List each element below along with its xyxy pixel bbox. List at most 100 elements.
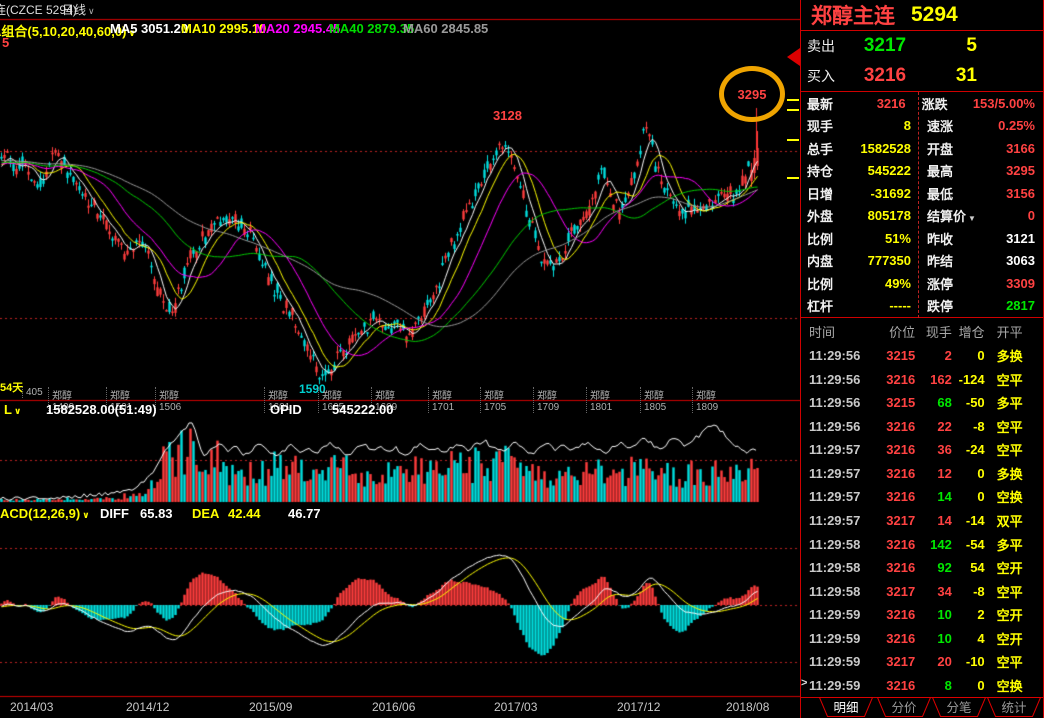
contract-strip-label: 郑醇1605	[318, 387, 344, 413]
macd-indicator-dropdown[interactable]: ACD(12,26,9) ∨	[0, 506, 90, 521]
tick-volume: 14	[937, 489, 952, 505]
tick-price: 3216	[886, 371, 916, 387]
chevron-down-icon: ∨	[88, 6, 95, 16]
settlement-dropdown-icon[interactable]: ▼	[968, 214, 976, 224]
tick-time: 11:29:57	[809, 489, 861, 505]
dea-label: DEA	[192, 506, 220, 521]
stats-divider	[918, 92, 919, 318]
tick-time: 11:29:56	[809, 418, 861, 434]
stat-row: 持仓 545222 最高 3295	[801, 160, 1043, 183]
tick-row: 11:29:57 3216 36 -24 空平	[801, 438, 1043, 462]
tick-row: 11:29:59 3217 20 -10 空平	[801, 650, 1043, 674]
diff-value: 65.83	[140, 506, 173, 521]
tick-row: 11:29:57 3217 14 -14 双平	[801, 509, 1043, 533]
stat-value: 3166	[1006, 140, 1035, 156]
ma-value-ma60: MA60 2845.85	[403, 21, 489, 36]
volume-indicator-dropdown[interactable]: L ∨	[4, 402, 22, 417]
clipped-price-label: 5	[2, 35, 10, 50]
stat-value: 545222	[867, 163, 911, 179]
contract-strip-label: 郑醇1809	[692, 387, 718, 413]
ticks-column-header: 时间	[809, 325, 836, 340]
stat-label: 最高	[927, 164, 954, 180]
tick-open-close-flag: 多平	[996, 537, 1023, 553]
tick-price: 3217	[886, 654, 916, 670]
tick-row: 11:29:56 3216 22 -8 空平	[801, 415, 1043, 439]
ticks-column-header: 开平	[996, 325, 1023, 340]
tick-volume: 20	[937, 654, 952, 670]
ask-price: 3217	[863, 35, 907, 56]
tick-time: 11:29:57	[809, 465, 861, 481]
stat-value: -----	[889, 298, 911, 314]
tick-price: 3216	[886, 560, 916, 576]
tab-label[interactable]: 统计	[1001, 701, 1026, 715]
stat-value: 3216	[876, 95, 906, 111]
stat-value: 3295	[1006, 163, 1035, 179]
tab-label[interactable]: 明细	[833, 701, 858, 715]
ask-qty: 5	[966, 35, 977, 56]
tab-分笔[interactable]	[931, 697, 987, 717]
stat-value: 153/5.00%	[972, 95, 1035, 111]
stat-row: 现手 8 速涨 0.25%	[801, 115, 1043, 138]
stat-label: 比例	[807, 276, 834, 292]
ticks-column-header: 价位	[889, 325, 916, 340]
tick-volume: 34	[937, 583, 952, 599]
ma-value-ma40: MA40 2879.35	[329, 21, 415, 36]
tick-volume: 10	[937, 630, 952, 646]
tab-统计[interactable]	[986, 697, 1042, 717]
tick-row: 11:29:59 3216 10 2 空开	[801, 603, 1043, 627]
contract-strip-label: 405	[22, 387, 43, 398]
stat-label: 速涨	[927, 119, 954, 135]
stat-row: 日增 -31692 最低 3156	[801, 182, 1043, 205]
tick-price: 3217	[886, 512, 916, 528]
tick-oi-change: -54	[965, 536, 985, 552]
contract-strip-label: 郑醇1805	[640, 387, 666, 413]
period-selector[interactable]: 日线 ∨	[62, 3, 95, 17]
stat-label: 最新	[807, 96, 834, 112]
tick-price: 3216	[886, 677, 916, 693]
stat-value: 49%	[884, 275, 911, 291]
stat-value: 1582528	[860, 140, 911, 156]
stat-value: 0.25%	[998, 118, 1035, 134]
stat-value: 3121	[1006, 230, 1035, 246]
tick-price: 3216	[886, 536, 916, 552]
tick-open-close-flag: 空换	[996, 678, 1023, 694]
stat-label: 外盘	[807, 209, 834, 225]
stat-value: 777350	[867, 253, 911, 269]
stat-label: 最低	[927, 186, 954, 202]
contract-strip-label: 郑醇1709	[533, 387, 559, 413]
tick-price: 3216	[886, 465, 916, 481]
opid-value: 545222.00	[332, 402, 394, 417]
stat-value: 805178	[867, 208, 911, 224]
price-tick-marker	[787, 177, 799, 179]
tick-row: 11:29:57 3216 14 0 空换	[801, 485, 1043, 509]
date-tick-label: 2018/08	[726, 700, 770, 714]
tick-row: 11:29:56 3216 162 -124 空平	[801, 368, 1043, 392]
tick-open-close-flag: 空换	[996, 490, 1023, 506]
ma-settings-dropdown[interactable]: A组合(5,10,20,40,60,0) ∨	[0, 24, 136, 39]
tab-明细[interactable]	[818, 697, 874, 717]
tick-time: 11:29:56	[809, 395, 861, 411]
tick-row: 11:29:58 3216 142 -54 多平	[801, 532, 1043, 556]
tick-open-close-flag: 空开	[996, 561, 1023, 577]
tick-open-close-flag: 空平	[996, 419, 1023, 435]
tab-分价[interactable]	[876, 697, 932, 717]
tick-open-close-flag: 空平	[996, 584, 1023, 600]
stat-row: 杠杆 ----- 跌停 2817	[801, 295, 1043, 318]
tab-label[interactable]: 分价	[891, 701, 917, 715]
low-price-label: 1590	[299, 382, 326, 396]
tick-oi-change: 54	[970, 560, 985, 576]
tick-oi-change: 0	[977, 348, 985, 364]
panel-resize-arrow-icon[interactable]	[787, 48, 800, 66]
quote-panel: 郑醇主连 5294 卖出 3217 5 买入 3216 31 最新 3216 涨跌 1…	[800, 0, 1044, 718]
price-chart-canvas[interactable]	[0, 0, 800, 718]
stat-label: 开盘	[927, 141, 954, 157]
tick-volume: 8	[944, 677, 952, 693]
tick-row: 11:29:58 3217 34 -8 空平	[801, 579, 1043, 603]
tick-oi-change: 4	[977, 630, 985, 646]
stat-value: 2817	[1006, 298, 1035, 314]
contract-strip-label: 郑醇1409	[48, 387, 74, 413]
ticks-column-header: 增仓	[958, 325, 985, 340]
tab-label[interactable]: 分笔	[946, 700, 971, 715]
tick-volume: 12	[937, 465, 952, 481]
stat-row: 总手 1582528 开盘 3166	[801, 137, 1043, 160]
